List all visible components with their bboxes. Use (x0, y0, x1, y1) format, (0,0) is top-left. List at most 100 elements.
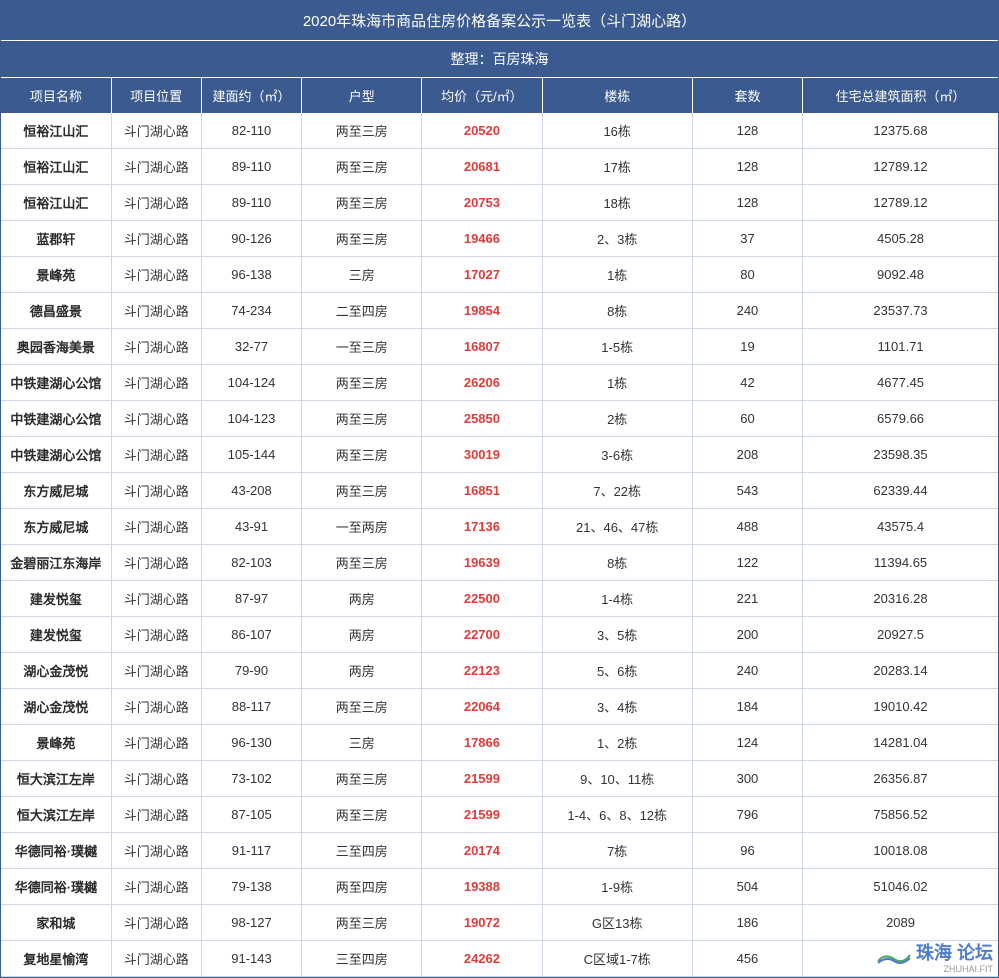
table-cell: 两至三房 (302, 113, 422, 149)
table-cell: G区13栋 (542, 905, 692, 941)
table-cell: 斗门湖心路 (111, 293, 201, 329)
table-cell: 两至三房 (302, 437, 422, 473)
table-cell: 23537.73 (803, 293, 998, 329)
table-cell: 2、3栋 (542, 221, 692, 257)
table-cell: 91-117 (201, 833, 301, 869)
table-cell: 中铁建湖心公馆 (1, 365, 111, 401)
table-row: 复地星愉湾斗门湖心路91-143三至四房24262C区域1-7栋456 (1, 941, 998, 977)
table-cell: 两至三房 (302, 473, 422, 509)
table-cell: 105-144 (201, 437, 301, 473)
table-cell: 1101.71 (803, 329, 998, 365)
table-cell: 景峰苑 (1, 725, 111, 761)
table-cell: 两至四房 (302, 869, 422, 905)
table-cell: 20681 (422, 149, 542, 185)
table-cell: 华德同裕·璞樾 (1, 869, 111, 905)
table-cell: 543 (692, 473, 802, 509)
table-cell: 186 (692, 905, 802, 941)
table-cell: 20927.5 (803, 617, 998, 653)
table-cell: 14281.04 (803, 725, 998, 761)
column-header: 均价（元/㎡） (422, 78, 542, 113)
table-row: 东方威尼城斗门湖心路43-91一至两房1713621、46、47栋4884357… (1, 509, 998, 545)
table-cell: 60 (692, 401, 802, 437)
table-cell: 中铁建湖心公馆 (1, 437, 111, 473)
table-cell: 1、2栋 (542, 725, 692, 761)
table-cell: 104-124 (201, 365, 301, 401)
table-cell: 20174 (422, 833, 542, 869)
table-cell: 32-77 (201, 329, 301, 365)
table-cell: 斗门湖心路 (111, 365, 201, 401)
table-cell: 22500 (422, 581, 542, 617)
table-cell: 18栋 (542, 185, 692, 221)
table-row: 中铁建湖心公馆斗门湖心路104-123两至三房258502栋606579.66 (1, 401, 998, 437)
table-cell: 8栋 (542, 545, 692, 581)
table-cell: 两房 (302, 653, 422, 689)
table-cell: 488 (692, 509, 802, 545)
table-cell: 三房 (302, 257, 422, 293)
table-cell (803, 941, 998, 977)
table-cell: 家和城 (1, 905, 111, 941)
table-cell: 一至三房 (302, 329, 422, 365)
table-cell: 23598.35 (803, 437, 998, 473)
table-cell: 25850 (422, 401, 542, 437)
table-row: 恒裕江山汇斗门湖心路82-110两至三房2052016栋12812375.68 (1, 113, 998, 149)
table-cell: 斗门湖心路 (111, 941, 201, 977)
table-cell: 斗门湖心路 (111, 905, 201, 941)
table-cell: 三房 (302, 725, 422, 761)
table-row: 湖心金茂悦斗门湖心路88-117两至三房220643、4栋18419010.42 (1, 689, 998, 725)
table-cell: 22700 (422, 617, 542, 653)
table-cell: 斗门湖心路 (111, 797, 201, 833)
table-cell: 16851 (422, 473, 542, 509)
table-cell: 12789.12 (803, 185, 998, 221)
table-cell: 斗门湖心路 (111, 149, 201, 185)
table-cell: 122 (692, 545, 802, 581)
table-cell: 两至三房 (302, 905, 422, 941)
table-cell: 三至四房 (302, 833, 422, 869)
table-cell: 斗门湖心路 (111, 437, 201, 473)
table-cell: 98-127 (201, 905, 301, 941)
column-header: 住宅总建筑面积（㎡） (803, 78, 998, 113)
table-cell: 96-130 (201, 725, 301, 761)
table-cell: 79-90 (201, 653, 301, 689)
table-row: 恒大滨江左岸斗门湖心路73-102两至三房215999、10、11栋300263… (1, 761, 998, 797)
table-cell: 200 (692, 617, 802, 653)
table-cell: 19466 (422, 221, 542, 257)
table-cell: 恒大滨江左岸 (1, 797, 111, 833)
table-cell: 37 (692, 221, 802, 257)
table-cell: 德昌盛景 (1, 293, 111, 329)
table-cell: 17栋 (542, 149, 692, 185)
table-cell: 建发悦玺 (1, 581, 111, 617)
table-cell: 两房 (302, 617, 422, 653)
table-cell: 74-234 (201, 293, 301, 329)
table-cell: 11394.65 (803, 545, 998, 581)
table-row: 景峰苑斗门湖心路96-130三房178661、2栋12414281.04 (1, 725, 998, 761)
table-row: 华德同裕·璞樾斗门湖心路91-117三至四房201747栋9610018.08 (1, 833, 998, 869)
table-cell: 6579.66 (803, 401, 998, 437)
table-cell: 796 (692, 797, 802, 833)
table-cell: 88-117 (201, 689, 301, 725)
table-row: 华德同裕·璞樾斗门湖心路79-138两至四房193881-9栋50451046.… (1, 869, 998, 905)
table-row: 金碧丽江东海岸斗门湖心路82-103两至三房196398栋12211394.65 (1, 545, 998, 581)
table-cell: 12375.68 (803, 113, 998, 149)
table-cell: 87-105 (201, 797, 301, 833)
table-cell: 10018.08 (803, 833, 998, 869)
table-cell: 75856.52 (803, 797, 998, 833)
table-cell: 两至三房 (302, 761, 422, 797)
table-row: 奥园香海美景斗门湖心路32-77一至三房168071-5栋191101.71 (1, 329, 998, 365)
table-subtitle: 整理：百房珠海 (1, 41, 998, 78)
table-cell: 82-110 (201, 113, 301, 149)
table-cell: 504 (692, 869, 802, 905)
price-table: 项目名称项目位置建面约（㎡）户型均价（元/㎡）楼栋套数住宅总建筑面积（㎡） 恒裕… (1, 78, 998, 977)
table-cell: 斗门湖心路 (111, 725, 201, 761)
table-cell: 89-110 (201, 149, 301, 185)
table-cell: 17866 (422, 725, 542, 761)
table-cell: 东方威尼城 (1, 509, 111, 545)
table-cell: 斗门湖心路 (111, 761, 201, 797)
table-cell: 221 (692, 581, 802, 617)
table-cell: 20520 (422, 113, 542, 149)
table-cell: 斗门湖心路 (111, 689, 201, 725)
table-cell: 87-97 (201, 581, 301, 617)
table-cell: 湖心金茂悦 (1, 653, 111, 689)
table-cell: 1-5栋 (542, 329, 692, 365)
table-cell: 43-208 (201, 473, 301, 509)
table-cell: 22123 (422, 653, 542, 689)
